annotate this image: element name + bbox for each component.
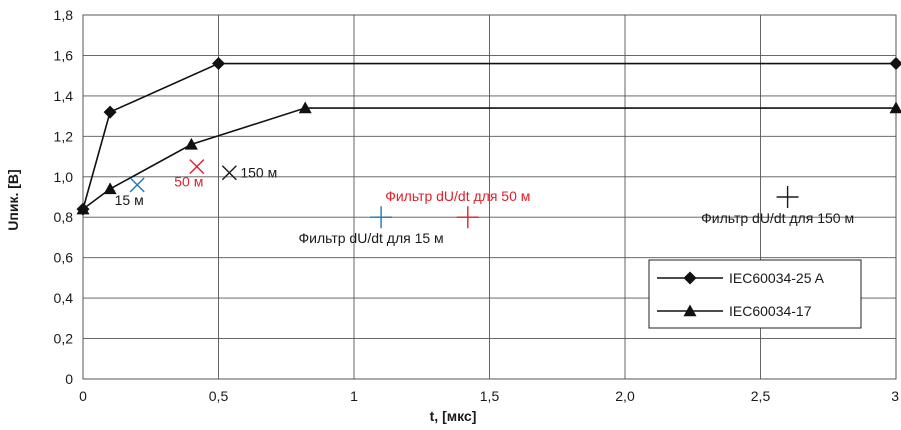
annotation-3: 150 м (221, 165, 277, 181)
diamond-icon (683, 271, 697, 285)
plus-marker (370, 206, 393, 229)
plus-marker (456, 206, 479, 229)
annotation-label: 50 м (174, 174, 203, 190)
annotation-1: 15 м (115, 177, 145, 208)
x-marker (221, 165, 237, 181)
annotation-2: 50 м (174, 159, 205, 190)
series-2 (76, 101, 901, 215)
triangle-point (298, 101, 312, 114)
y-axis-title: Uпик. [В] (5, 169, 21, 230)
series-layer (76, 57, 901, 216)
y-tick-label: 1,0 (54, 169, 74, 185)
annotation-label: Фильтр dU/dt для 15 м (299, 230, 444, 246)
x-tick-label: 2,0 (615, 388, 635, 404)
annotations-layer: 15 м 50 м 150 м Фильтр dU/dt для 15 м Фильтр… (115, 159, 854, 246)
diamond-point (212, 57, 225, 71)
triangle-point (184, 137, 198, 150)
annotation-6: Фильтр dU/dt для 150 м (701, 186, 854, 226)
legend-label: IEC60034-25 A (729, 270, 825, 286)
y-tick-label: 1,4 (54, 88, 74, 104)
annotation-label: 150 м (240, 165, 277, 181)
triangle-point (889, 101, 901, 114)
triangle-point (76, 202, 90, 215)
y-tick-labels: 0 0,2 0,4 0,6 0,8 1,0 1,2 1,4 1,6 1,8 (54, 7, 74, 387)
x-tick-label: 0,5 (209, 388, 229, 404)
y-tick-label: 1,6 (54, 47, 74, 63)
annotation-label: Фильтр dU/dt для 150 м (701, 210, 854, 226)
annotation-label: Фильтр dU/dt для 50 м (385, 188, 530, 204)
x-tick-label: 0 (79, 388, 87, 404)
x-tick-label: 1,5 (480, 388, 500, 404)
grid (82, 14, 897, 380)
legend: IEC60034-25 A IEC60034-17 (648, 259, 862, 329)
y-tick-label: 0 (65, 371, 73, 387)
y-tick-label: 0,4 (54, 290, 74, 306)
x-tick-labels: 0 0,5 1 1,5 2,0 2,5 3 (79, 388, 899, 404)
legend-box (648, 259, 862, 329)
legend-item-1: IEC60034-25 A (657, 270, 825, 286)
series-line (82, 62, 896, 210)
x-tick-label: 3 (891, 388, 899, 404)
y-tick-label: 0,2 (54, 331, 74, 347)
x-tick-label: 1 (350, 388, 358, 404)
x-axis-title: t, [мкс] (430, 408, 477, 424)
x-marker (189, 159, 205, 175)
diamond-point (103, 105, 117, 119)
y-tick-label: 1,2 (54, 128, 74, 144)
annotation-label: 15 м (115, 192, 144, 208)
x-marker (129, 177, 145, 193)
y-tick-label: 0,6 (54, 250, 74, 266)
y-tick-label: 0,8 (54, 209, 74, 225)
legend-label: IEC60034-17 (729, 303, 812, 319)
annotation-4: Фильтр dU/dt для 15 м (299, 206, 444, 246)
y-tick-label: 1,8 (54, 7, 74, 23)
x-tick-label: 2,5 (751, 388, 771, 404)
triangle-icon (683, 304, 697, 317)
triangle-point (103, 182, 117, 195)
legend-item-2: IEC60034-17 (657, 303, 812, 319)
plus-marker (776, 186, 799, 208)
annotation-5: Фильтр dU/dt для 50 м (385, 188, 530, 229)
diamond-point (889, 57, 901, 71)
